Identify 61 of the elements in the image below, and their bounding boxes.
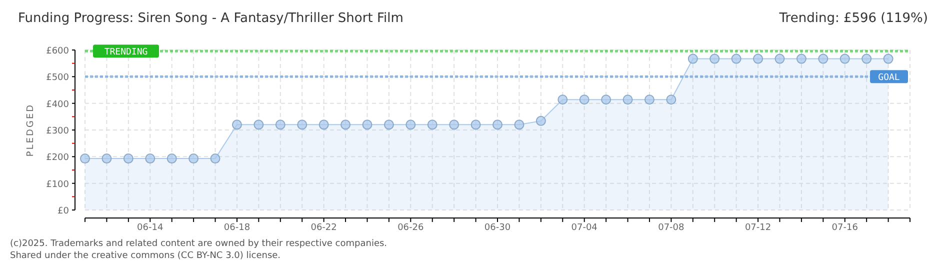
point: [644, 94, 654, 105]
point: [340, 120, 351, 130]
point: [840, 54, 850, 64]
point: [362, 120, 372, 130]
y-axis-title: PLEDGED: [26, 103, 36, 157]
x-tick-label: 06-18: [224, 223, 250, 233]
point: [818, 54, 828, 64]
point: [862, 54, 872, 64]
point: [492, 120, 502, 130]
point: [232, 120, 242, 130]
point: [774, 54, 785, 64]
ref-line-label: GOAL: [878, 73, 900, 84]
point: [254, 120, 264, 130]
point: [883, 54, 894, 64]
x-tick-label: 06-26: [398, 223, 424, 233]
point: [318, 120, 329, 130]
point: [514, 120, 524, 130]
point: [166, 154, 177, 164]
point: [210, 154, 220, 164]
point: [731, 54, 742, 64]
point: [622, 94, 633, 105]
point: [102, 154, 112, 164]
y-tick-label: £500: [46, 73, 70, 84]
point: [449, 120, 460, 130]
point: [753, 54, 764, 64]
y-tick-label: £200: [46, 153, 70, 164]
y-tick-label: £600: [46, 46, 70, 56]
x-tick-label: 07-12: [744, 223, 772, 233]
point: [427, 120, 438, 130]
text: (c)2025. Trademarks and related content are owned by their respective companies.: [10, 239, 388, 249]
point: [796, 54, 806, 64]
point: [406, 120, 416, 130]
point: [536, 116, 546, 126]
point: [123, 154, 134, 164]
point: [275, 120, 286, 130]
chart-subtitle: Trending: £596 (119%): [778, 11, 928, 26]
point: [297, 120, 308, 130]
point: [80, 154, 90, 164]
y-tick-label: £0: [58, 206, 70, 216]
point: [188, 154, 199, 164]
y-tick-label: £300: [46, 126, 70, 136]
x-tick-label: 06-30: [484, 223, 511, 233]
x-tick-label: 07-04: [571, 223, 598, 233]
x-tick-label: 07-08: [658, 223, 685, 233]
y-tick-label: £400: [46, 100, 70, 110]
x-tick-label: 06-14: [137, 223, 164, 233]
point: [601, 94, 612, 105]
point: [688, 54, 698, 64]
x-tick-label: 07-16: [832, 223, 858, 233]
ref-line-label: TRENDING: [104, 48, 148, 58]
point: [558, 94, 568, 105]
point: [710, 54, 720, 64]
y-tick-label: £100: [46, 180, 70, 190]
point: [666, 94, 676, 105]
point: [470, 120, 481, 130]
text: Shared under the creative commons (CC BY-NC 3.0) license.: [10, 251, 281, 261]
chart-title: Funding Progress: Siren Song - A Fantasy/Thriller Short Film: [18, 11, 404, 26]
point: [145, 154, 156, 164]
point: [384, 120, 394, 130]
x-tick-label: 06-22: [310, 223, 337, 233]
point: [579, 94, 590, 105]
